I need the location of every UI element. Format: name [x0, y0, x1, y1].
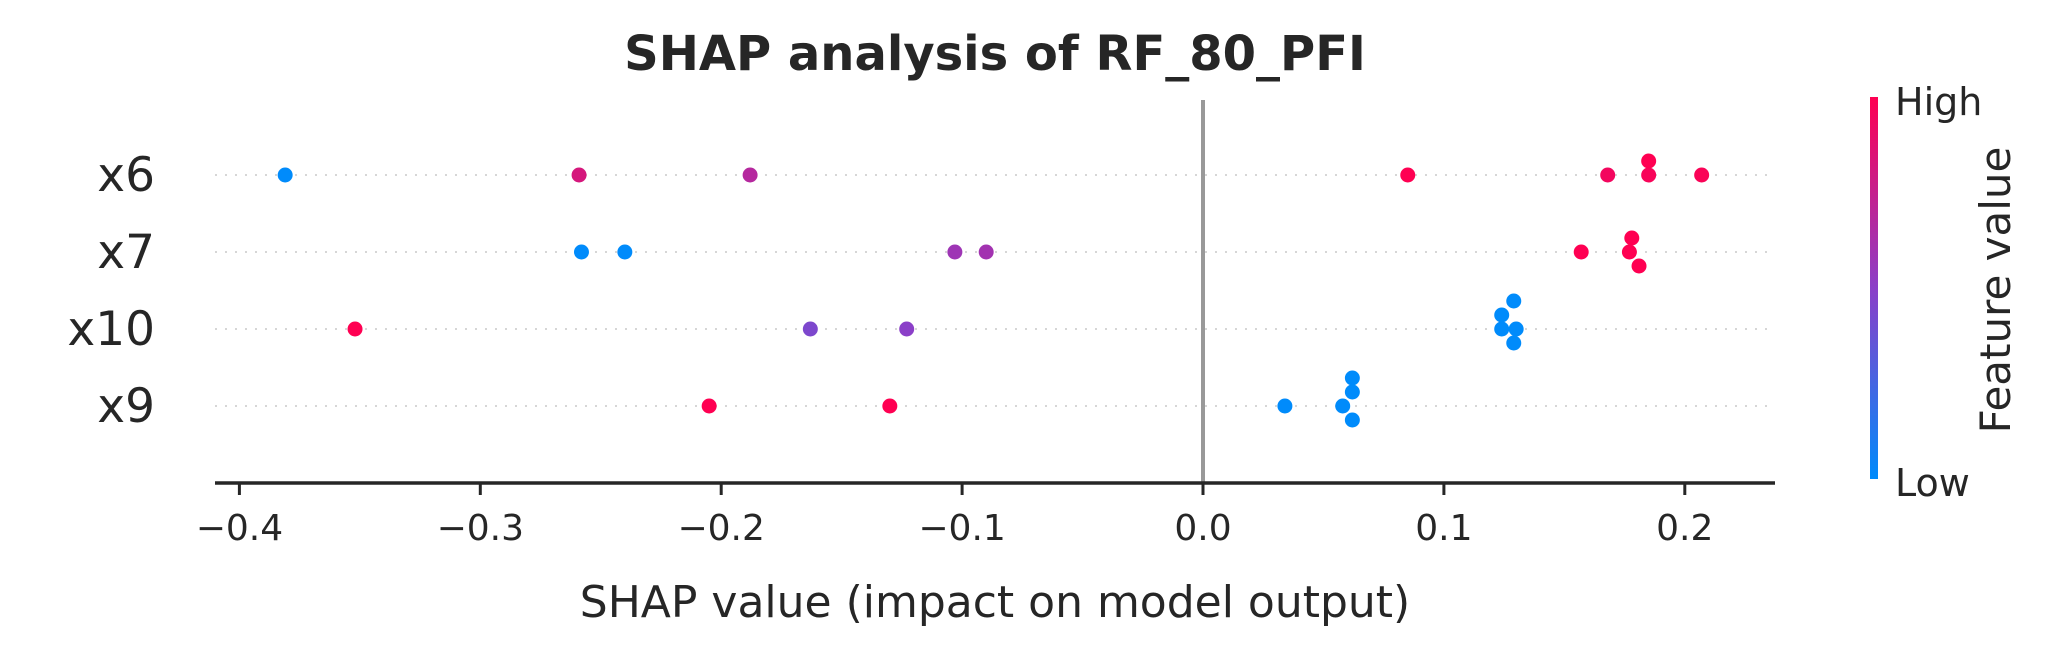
point-x9-26	[1277, 398, 1293, 414]
point-x7-11	[978, 244, 994, 260]
x-ticks: −0.4 −0.3 −0.2 −0.1 0.0 0.1 0.2	[196, 483, 1713, 549]
point-x7-14	[1624, 230, 1640, 246]
point-x10-22	[1506, 335, 1522, 351]
point-x10-17	[802, 321, 818, 337]
point-x7-10	[947, 244, 963, 260]
point-x6-4	[1600, 167, 1616, 183]
x-tick-label-5: 0.1	[1415, 508, 1472, 549]
feature-rows: x6 x7 x10 x9	[67, 148, 1775, 434]
feature-label-x7: x7	[97, 225, 155, 280]
data-points	[277, 153, 1710, 428]
point-x6-6	[1641, 153, 1657, 169]
x-tick-label-3: −0.1	[918, 508, 1005, 549]
point-x6-0	[277, 167, 293, 183]
feature-label-x6: x6	[97, 148, 155, 203]
point-x7-8	[573, 244, 589, 260]
point-x10-16	[347, 321, 363, 337]
colorbar	[1870, 97, 1878, 479]
point-x6-5	[1641, 167, 1657, 183]
x-tick-label-0: −0.4	[196, 508, 283, 549]
colorbar-low-label: Low	[1895, 461, 1970, 505]
chart-title: SHAP analysis of RF_80_PFI	[624, 26, 1366, 82]
x-tick-label-2: −0.2	[677, 508, 764, 549]
point-x7-15	[1631, 258, 1647, 274]
point-x9-24	[701, 398, 717, 414]
point-x10-19	[1494, 321, 1510, 337]
x-axis-label: SHAP value (impact on model output)	[580, 577, 1410, 628]
point-x10-23	[1506, 293, 1522, 309]
point-x9-25	[882, 398, 898, 414]
point-x9-28	[1344, 384, 1360, 400]
point-x6-3	[1400, 167, 1416, 183]
feature-label-x10: x10	[67, 302, 155, 357]
x-tick-label-1: −0.3	[437, 508, 524, 549]
point-x6-2	[742, 167, 758, 183]
point-x6-1	[571, 167, 587, 183]
colorbar-title: Feature value	[1971, 147, 2020, 434]
point-x9-27	[1335, 398, 1351, 414]
point-x6-7	[1694, 167, 1710, 183]
point-x7-12	[1573, 244, 1589, 260]
point-x10-18	[899, 321, 915, 337]
x-tick-label-6: 0.2	[1656, 508, 1713, 549]
point-x10-20	[1508, 321, 1524, 337]
point-x7-13	[1621, 244, 1637, 260]
x-tick-label-4: 0.0	[1174, 508, 1231, 549]
feature-label-x9: x9	[97, 379, 155, 434]
point-x7-9	[617, 244, 633, 260]
point-x9-29	[1344, 412, 1360, 428]
colorbar-high-label: High	[1895, 80, 1982, 124]
point-x9-30	[1344, 370, 1360, 386]
point-x10-21	[1494, 307, 1510, 323]
